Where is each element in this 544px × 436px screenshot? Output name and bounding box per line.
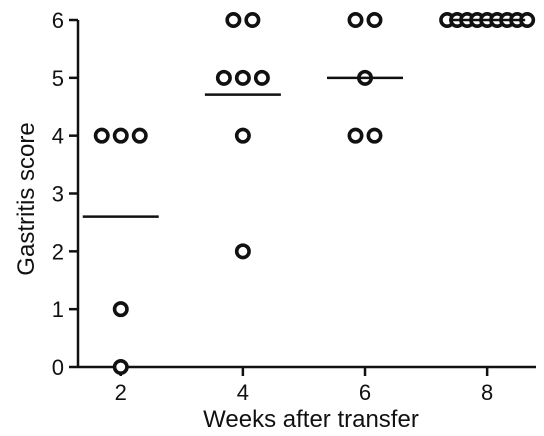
data-point [93, 127, 110, 144]
data-point [225, 12, 242, 28]
data-point [112, 301, 129, 318]
data-point [366, 12, 383, 28]
y-tick-label: 4 [52, 124, 64, 149]
x-tick-label: 2 [115, 380, 127, 405]
y-tick-label: 2 [52, 239, 64, 264]
data-point [131, 127, 148, 144]
y-axis: 0 1 2 3 4 5 6 [52, 8, 80, 380]
data-point [234, 127, 251, 144]
x-tick-label: 6 [359, 380, 371, 405]
data-point [366, 127, 383, 144]
x-tick-label: 8 [481, 380, 493, 405]
y-tick-label: 5 [52, 66, 64, 91]
data-point [253, 69, 270, 86]
data-point [234, 69, 251, 86]
data-point [112, 127, 129, 144]
data-point [215, 69, 232, 86]
data-point [347, 127, 364, 144]
y-tick-label: 6 [52, 8, 64, 33]
data-point [234, 243, 251, 260]
y-tick-label: 3 [52, 182, 64, 207]
y-tick-label: 1 [52, 297, 64, 322]
data-marks [93, 12, 536, 375]
mean-lines [82, 18, 526, 218]
data-point [244, 12, 261, 28]
y-axis-label: Gastritis score [13, 122, 40, 275]
data-point [347, 12, 364, 28]
y-tick-label: 0 [52, 355, 64, 380]
x-tick-label: 4 [237, 380, 249, 405]
x-axis: 2 4 6 8 [78, 365, 536, 405]
data-point [112, 358, 129, 375]
x-axis-label: Weeks after transfer [203, 406, 419, 433]
